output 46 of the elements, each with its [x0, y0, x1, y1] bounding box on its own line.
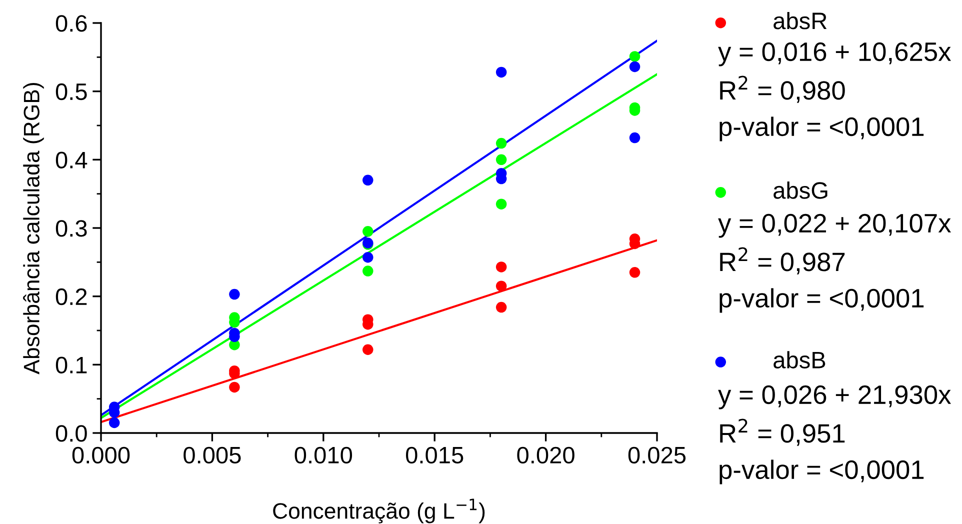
- text: y = 0,026 + 21,930x: [718, 385, 951, 410]
- y-axis-title: Absorbância calculada (RGB): [23, 83, 44, 374]
- point: [629, 132, 640, 144]
- x-axis-title: Concentração (g L$^{−1}$): [273, 498, 485, 524]
- text: y = 0,016 + 10,625x: [718, 42, 951, 66]
- point: [496, 198, 507, 210]
- point: [362, 266, 374, 276]
- y-tick-label: 0.3: [56, 220, 87, 237]
- x-tick-label: 0.020: [517, 446, 574, 464]
- x-tick-label: 0.010: [294, 446, 352, 464]
- point: [496, 280, 507, 292]
- text: y = 0,022 + 20,107x: [718, 214, 951, 238]
- point: [496, 302, 507, 313]
- point: [362, 344, 374, 356]
- y-tick-label: 0.1: [56, 356, 87, 374]
- x-tick-label: 0.025: [628, 446, 686, 464]
- point: [496, 138, 507, 149]
- y-tick-label: 0.0: [56, 425, 87, 442]
- legend-label: absR: [774, 12, 827, 30]
- text: p-valor = <0,0001: [720, 116, 924, 142]
- text: R$^{2}$ = 0,987: [720, 247, 845, 274]
- point: [229, 288, 240, 300]
- legend-label: absB: [774, 351, 826, 368]
- y-tick-label: 0.2: [56, 288, 87, 306]
- point: [496, 262, 507, 272]
- y-tick-label: 0.5: [56, 83, 87, 100]
- point: [496, 154, 507, 166]
- x-tick-label: 0.015: [406, 446, 464, 464]
- point: [229, 382, 240, 393]
- text: p-valor = <0,0001: [720, 460, 924, 484]
- point: [629, 51, 640, 62]
- y-tick-label: 0.6: [56, 15, 87, 32]
- text: R$^{2}$ = 0,951: [720, 418, 845, 446]
- point: [362, 174, 374, 186]
- legend-label: absG: [774, 182, 828, 199]
- text: p-valor = <0,0001: [720, 288, 924, 313]
- point: [362, 226, 374, 237]
- point: [362, 252, 374, 263]
- x-tick-label: 0.005: [184, 446, 241, 464]
- point: [496, 66, 507, 78]
- text: R$^{2}$ = 0,980: [720, 76, 845, 103]
- y-tick-label: 0.4: [56, 152, 88, 168]
- point: [629, 267, 640, 278]
- point: [108, 417, 120, 428]
- x-tick-label: 0.000: [72, 446, 130, 464]
- point: [629, 61, 640, 72]
